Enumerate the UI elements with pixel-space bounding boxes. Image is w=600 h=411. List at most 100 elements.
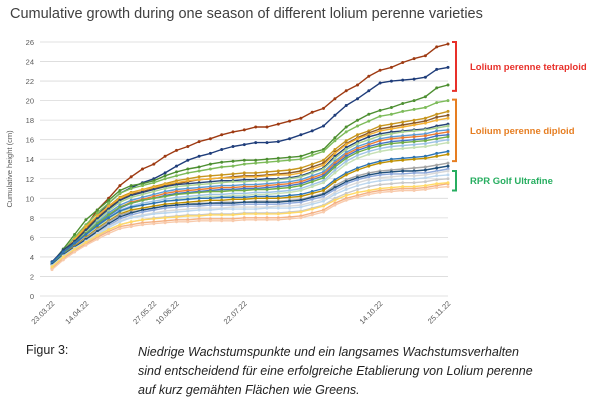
data-point: [107, 213, 111, 217]
series-path: [51, 123, 449, 263]
data-point: [220, 173, 224, 177]
x-tick-label: 10.06.22: [154, 299, 181, 326]
data-point: [107, 228, 111, 232]
data-point: [152, 190, 156, 193]
series-path: [51, 182, 449, 268]
data-point: [423, 145, 427, 148]
data-point: [276, 169, 280, 173]
data-point: [333, 180, 337, 184]
data-point: [367, 164, 371, 168]
data-point: [356, 195, 359, 199]
data-point: [333, 139, 337, 143]
data-point: [129, 225, 133, 229]
data-point: [254, 196, 258, 200]
data-point: [288, 168, 292, 172]
series-path: [51, 150, 449, 264]
data-point: [412, 189, 416, 192]
data-point: [322, 204, 325, 208]
data-point: [186, 220, 190, 224]
data-point: [333, 192, 337, 196]
data-point: [389, 65, 393, 69]
series-path: [51, 43, 449, 267]
data-point: [344, 182, 348, 186]
data-point: [367, 89, 371, 93]
series-path: [51, 99, 449, 268]
data-point: [378, 108, 382, 112]
data-point: [231, 145, 235, 148]
data-point: [186, 214, 190, 218]
series-path: [51, 117, 449, 265]
data-point: [401, 125, 405, 129]
data-point: [367, 175, 371, 179]
data-point: [401, 78, 405, 82]
data-point: [288, 173, 292, 177]
data-point: [208, 151, 212, 155]
data-point: [446, 185, 450, 189]
data-point: [378, 124, 382, 128]
data-point: [356, 142, 359, 146]
data-point: [333, 165, 337, 169]
data-point: [446, 113, 450, 117]
data-point: [310, 207, 314, 211]
series-path: [51, 136, 449, 265]
data-point: [73, 241, 77, 245]
data-point: [446, 181, 450, 185]
data-point: [276, 173, 280, 177]
data-point: [310, 129, 314, 133]
data-point: [95, 208, 99, 212]
data-point: [310, 167, 314, 171]
data-point: [242, 212, 246, 216]
data-point: [344, 198, 348, 202]
data-point: [333, 148, 337, 151]
data-point: [389, 182, 393, 186]
data-point: [446, 152, 450, 156]
data-point: [288, 195, 292, 199]
data-point: [254, 161, 258, 165]
data-point: [310, 180, 314, 184]
data-point: [389, 178, 393, 182]
x-tick-label: 23.03.22: [29, 299, 56, 326]
data-point: [50, 268, 54, 272]
data-point: [208, 167, 212, 171]
data-point: [129, 184, 133, 188]
data-point: [423, 173, 427, 177]
y-tick-label: 14: [26, 155, 34, 164]
data-point: [446, 42, 450, 46]
data-point: [412, 174, 416, 178]
data-point: [197, 140, 201, 144]
series-path: [51, 114, 449, 269]
data-point: [378, 144, 382, 148]
data-point: [175, 192, 178, 196]
data-point: [367, 112, 371, 116]
data-point: [310, 110, 314, 114]
x-tick-label: 14.10.22: [358, 299, 385, 326]
y-tick-label: 2: [30, 272, 34, 281]
data-point: [367, 181, 371, 185]
series-path: [51, 183, 449, 270]
data-point: [208, 190, 212, 193]
data-point: [254, 212, 258, 216]
data-point: [367, 178, 371, 182]
data-point: [333, 156, 337, 160]
data-point: [378, 129, 382, 133]
data-point: [423, 139, 427, 143]
data-point: [186, 209, 190, 213]
data-point: [242, 218, 246, 222]
data-point: [423, 116, 427, 120]
data-point: [276, 196, 280, 200]
data-point: [141, 192, 144, 196]
data-point: [423, 106, 427, 109]
data-point: [423, 168, 427, 172]
data-point: [367, 138, 371, 142]
y-tick-label: 10: [26, 194, 34, 203]
data-point: [152, 208, 156, 212]
series-path: [51, 165, 449, 266]
data-point: [435, 112, 439, 116]
group-label-text: RPR Golf Ultrafine: [470, 176, 553, 187]
data-point: [389, 175, 393, 179]
data-point: [435, 174, 439, 178]
data-point: [186, 145, 190, 148]
data-point: [84, 218, 88, 222]
data-point: [423, 75, 427, 79]
data-point: [446, 141, 450, 145]
